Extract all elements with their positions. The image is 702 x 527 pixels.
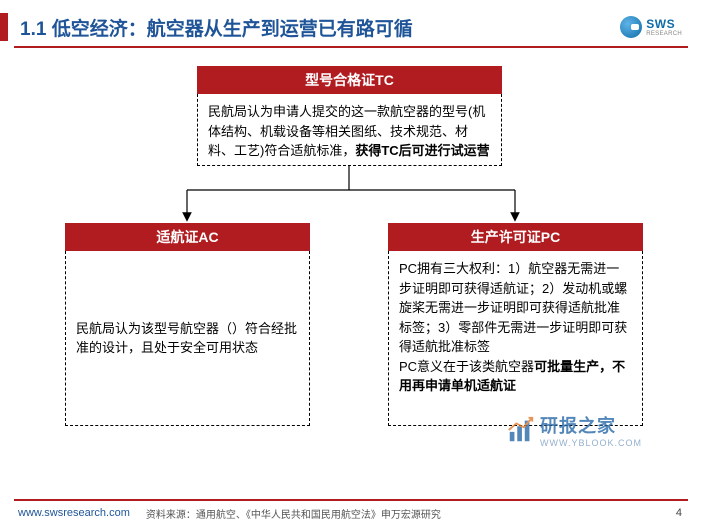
footer-line: [14, 499, 688, 501]
watermark-sub: WWW.YBLOOK.COM: [540, 438, 642, 448]
sws-logo-text: SWS: [646, 17, 682, 31]
watermark: 研报之家 WWW.YBLOOK.COM: [506, 412, 642, 448]
slide-footer: www.swsresearch.com 资料来源：通用航空、《中华人民共和国民用…: [0, 499, 702, 527]
node-pc-line1: PC拥有三大权利：1）航空器无需进一步证明即可获得适航证；2）发动机或螺旋桨无需…: [399, 259, 632, 357]
watermark-main: 研报之家: [540, 412, 642, 438]
slide-number: 4: [676, 507, 682, 519]
sws-logo: SWS RESEARCH: [620, 16, 682, 38]
node-tc-title: 型号合格证TC: [197, 66, 502, 94]
diagram-canvas: 型号合格证TC 民航局认为申请人提交的这一款航空器的型号(机体结构、机载设备等相…: [0, 48, 702, 478]
footer-source: 资料来源：通用航空、《中华人民共和国民用航空法》申万宏源研究: [146, 506, 441, 521]
node-tc-body: 民航局认为申请人提交的这一款航空器的型号(机体结构、机载设备等相关图纸、技术规范…: [197, 94, 502, 166]
sws-logo-icon: [620, 16, 642, 38]
slide-title: 1.1 低空经济：航空器从生产到运营已有路可循: [20, 14, 620, 41]
footer-website: www.swsresearch.com: [18, 507, 130, 519]
node-ac-body: 民航局认为该型号航空器（）符合经批准的设计，且处于安全可用状态: [65, 251, 310, 426]
node-pc: 生产许可证PC PC拥有三大权利：1）航空器无需进一步证明即可获得适航证；2）发…: [388, 223, 643, 426]
node-pc-line2-pre: PC意义在于该类航空器: [399, 359, 534, 374]
node-pc-title: 生产许可证PC: [388, 223, 643, 251]
watermark-icon: [506, 415, 536, 445]
node-tc-bold: 获得TC后可进行试运营: [355, 143, 489, 158]
header-accent-bar: [0, 13, 8, 41]
node-pc-body: PC拥有三大权利：1）航空器无需进一步证明即可获得适航证；2）发动机或螺旋桨无需…: [388, 251, 643, 426]
sws-logo-sub: RESEARCH: [646, 31, 682, 37]
node-ac-pre: 民航局认为该型号航空器（: [76, 321, 232, 336]
node-ac: 适航证AC 民航局认为该型号航空器（）符合经批准的设计，且处于安全可用状态: [65, 223, 310, 426]
node-tc: 型号合格证TC 民航局认为申请人提交的这一款航空器的型号(机体结构、机载设备等相…: [197, 66, 502, 166]
slide-header: 1.1 低空经济：航空器从生产到运营已有路可循 SWS RESEARCH: [0, 0, 702, 44]
node-ac-title: 适航证AC: [65, 223, 310, 251]
